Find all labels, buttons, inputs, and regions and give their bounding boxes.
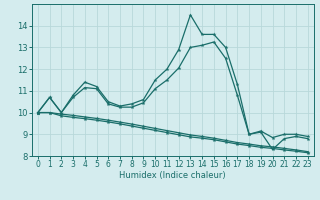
X-axis label: Humidex (Indice chaleur): Humidex (Indice chaleur) — [119, 171, 226, 180]
